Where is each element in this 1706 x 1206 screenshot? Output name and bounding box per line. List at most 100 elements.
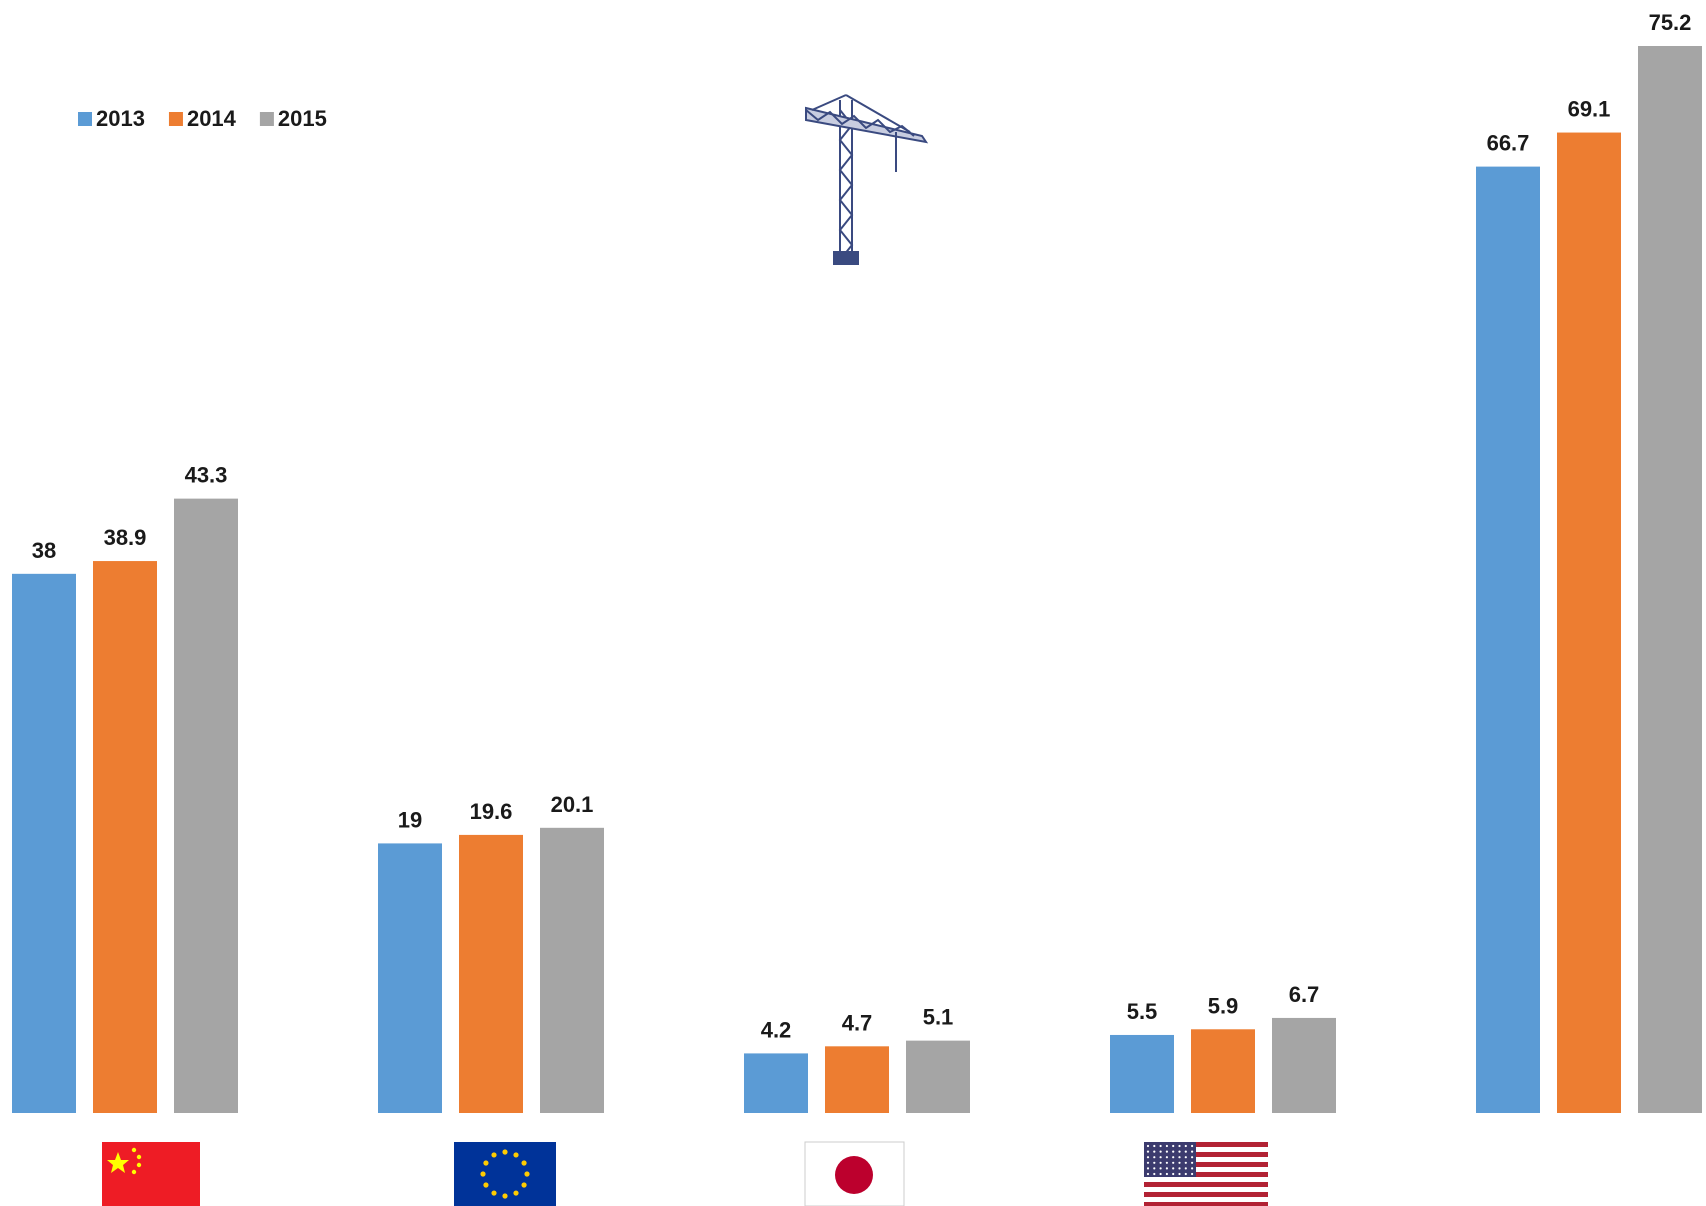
legend-swatch [78,112,92,126]
flag-star [1172,1167,1175,1170]
value-label: 75.2 [1649,10,1692,35]
flag-star [1159,1144,1162,1148]
legend-swatch [259,112,274,126]
flag-star [1191,1161,1194,1164]
bar [93,561,157,1113]
flag-star [1178,1156,1181,1159]
flag-star [1165,1172,1168,1176]
bar [825,1046,889,1113]
value-label: 19 [398,807,422,832]
flag-star [1178,1161,1181,1164]
flag-star [1153,1167,1156,1170]
flag-stripe [1144,1202,1268,1206]
flag-stripe [1144,1177,1268,1182]
value-label: 38 [32,538,56,563]
flag-star [1153,1161,1156,1164]
flag-star [1191,1172,1194,1176]
flag-stripe [1144,1172,1268,1177]
flag-star [1146,1172,1150,1176]
flag-stripe [1144,1167,1268,1172]
flag-star [1184,1144,1187,1148]
flag-star [1165,1161,1168,1164]
bar [1476,166,1540,1114]
flag-stripe [1144,1192,1268,1197]
flag-canton [1144,1142,1196,1177]
flag-star [1184,1172,1187,1176]
flag-stripe [1144,1182,1268,1187]
flag-star [1159,1167,1162,1170]
flag-star [1172,1172,1175,1176]
flag-stripe [1144,1187,1268,1192]
value-label: 69.1 [1568,97,1611,122]
flag-stripe [1144,1162,1268,1167]
flag-star [1146,1150,1150,1153]
crane-icon [805,94,929,265]
flag-star [1153,1144,1156,1148]
flag-star [1159,1172,1162,1176]
flag-stripe [1144,1157,1268,1162]
flag-star [483,1160,489,1166]
value-label: 38.9 [104,525,147,550]
flag-star [502,1193,508,1199]
value-label: 20.1 [551,792,594,817]
flag-star [1165,1150,1168,1153]
flag-star [1178,1172,1181,1176]
bar [1110,1034,1174,1113]
flag-star [1165,1144,1168,1148]
flag-star [1178,1167,1181,1170]
legend-label: 2013 [96,106,145,131]
value-label: 5.5 [1127,999,1158,1024]
value-label: 5.1 [923,1005,954,1030]
value-label: 66.7 [1487,131,1530,156]
flag-star [1159,1156,1162,1159]
flag-star [1191,1167,1194,1170]
bar [378,843,442,1113]
flag-star [524,1171,530,1177]
flag-star [1172,1150,1175,1153]
flag-stripe [1144,1142,1268,1147]
bar [12,573,76,1113]
flag-us [1144,1142,1268,1206]
flag-eu [454,1142,556,1206]
bar [906,1040,970,1113]
value-label: 43.3 [185,463,228,488]
flag-star [1159,1150,1162,1153]
flag-star [1159,1161,1162,1164]
flag-star [1184,1156,1187,1159]
flag-star [483,1182,489,1188]
bar [1191,1029,1255,1113]
flag-star [521,1160,527,1166]
flag-star [1153,1150,1156,1153]
flag-star [1178,1150,1181,1153]
flag-japan [804,1141,905,1206]
flag-star [1191,1156,1194,1159]
flag-star [1153,1172,1156,1176]
flag-star [1153,1156,1156,1159]
flag-china [102,1142,200,1206]
flag-star [521,1182,527,1188]
legend-label: 2015 [278,106,327,131]
flag-star [1165,1167,1168,1170]
bar [1272,1017,1336,1113]
flag-stripe [1144,1147,1268,1152]
bar [174,498,238,1113]
flag-star [1184,1150,1187,1153]
flag-star [1146,1156,1150,1159]
flag-star [1191,1150,1194,1153]
flag-star [1172,1161,1175,1164]
flag-star [480,1171,486,1177]
flag-star [491,1152,497,1158]
flag-star [513,1190,519,1196]
flag-star [1184,1167,1187,1170]
flag-star [1191,1144,1194,1148]
bar [540,827,604,1113]
bar [459,834,523,1113]
flag-star [513,1152,519,1158]
value-label: 5.9 [1208,993,1239,1018]
flag-star [1146,1167,1150,1170]
flag-star [1146,1161,1150,1164]
flag-star [1184,1161,1187,1164]
legend-label: 2014 [187,106,237,131]
bar [744,1053,808,1113]
